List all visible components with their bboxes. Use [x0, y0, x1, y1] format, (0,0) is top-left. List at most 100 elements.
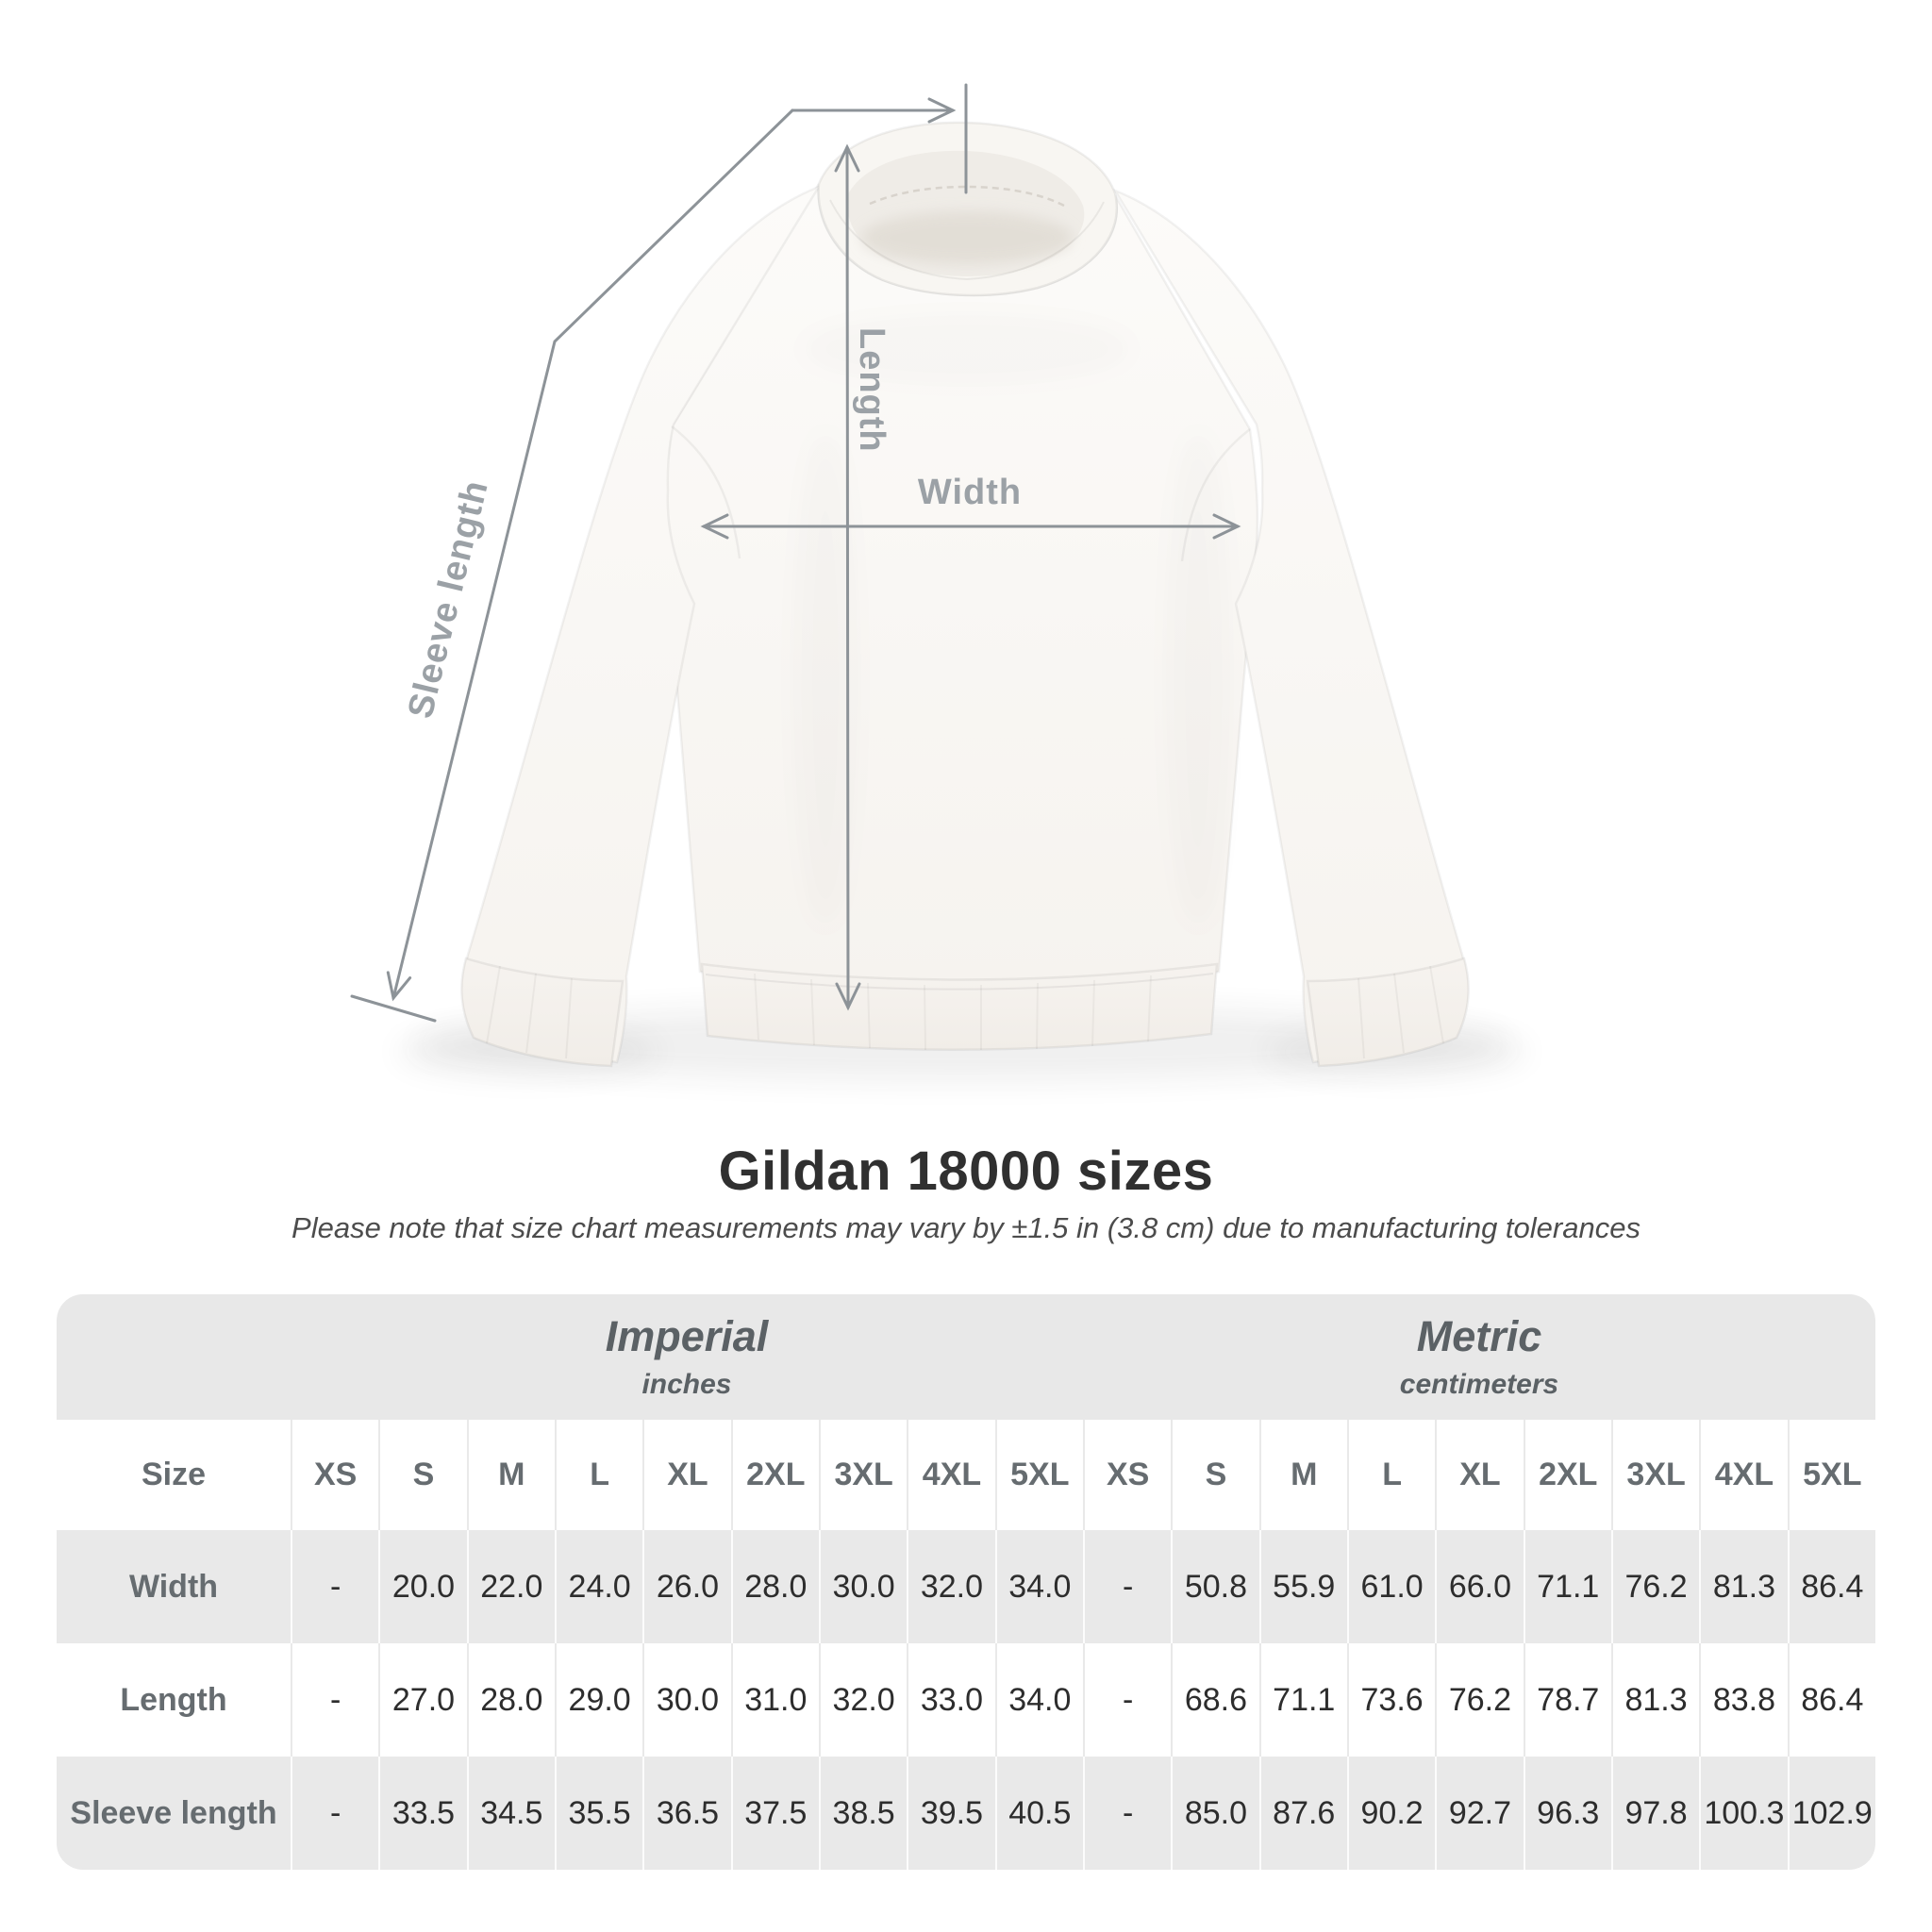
- cell-sleeve-length-imperial-xs: -: [291, 1757, 379, 1870]
- col-header-imperial-m: M: [466, 1420, 555, 1530]
- cell-width-metric-2xl: 71.1: [1523, 1530, 1611, 1643]
- cell-sleeve-length-metric-3xl: 97.8: [1610, 1757, 1700, 1870]
- cell-sleeve-length-imperial-xl: 36.5: [642, 1757, 731, 1870]
- cuffs: [460, 957, 1470, 1068]
- col-header-imperial-s: S: [378, 1420, 467, 1530]
- cell-width-metric-m: 55.9: [1258, 1530, 1347, 1643]
- cell-width-imperial-xl: 26.0: [642, 1530, 731, 1643]
- unit-band-row: Imperial inches Metric centimeters: [57, 1294, 1875, 1420]
- cell-sleeve-length-metric-4xl: 100.3: [1699, 1757, 1788, 1870]
- col-header-metric-xl: XL: [1435, 1420, 1524, 1530]
- cell-width-metric-3xl: 76.2: [1610, 1530, 1700, 1643]
- col-header-metric-5xl: 5XL: [1787, 1420, 1875, 1530]
- left-cuff: [460, 957, 625, 1068]
- cell-width-imperial-l: 24.0: [554, 1530, 643, 1643]
- imperial-band: Imperial inches: [291, 1294, 1083, 1420]
- cell-length-imperial-m: 28.0: [466, 1643, 555, 1757]
- col-header-imperial-5xl: 5XL: [994, 1420, 1083, 1530]
- length-dim-line: [834, 143, 861, 1011]
- cell-length-metric-4xl: 83.8: [1699, 1643, 1788, 1757]
- cell-length-imperial-l: 29.0: [554, 1643, 643, 1757]
- collar: [817, 121, 1118, 297]
- row-label-width: Width: [57, 1530, 291, 1643]
- col-header-metric-s: S: [1171, 1420, 1259, 1530]
- col-header-metric-xs: XS: [1082, 1420, 1172, 1530]
- cell-width-metric-5xl: 86.4: [1787, 1530, 1875, 1643]
- right-cuff: [1306, 957, 1470, 1068]
- cell-sleeve-length-imperial-l: 35.5: [554, 1757, 643, 1870]
- cell-width-metric-l: 61.0: [1346, 1530, 1436, 1643]
- right-sleeve: [1112, 188, 1469, 1064]
- cell-sleeve-length-imperial-2xl: 37.5: [730, 1757, 819, 1870]
- cell-length-imperial-s: 27.0: [378, 1643, 467, 1757]
- metric-band: Metric centimeters: [1082, 1294, 1875, 1420]
- size-table-body: Width -20.0 22.0 24.0 26.0 28.0 30.0 32.0 34.0-5…: [57, 1530, 1875, 1870]
- cell-sleeve-length-metric-xl: 92.7: [1435, 1757, 1524, 1870]
- cell-width-metric-xs: -: [1082, 1530, 1172, 1643]
- imperial-band-title: Imperial: [605, 1311, 769, 1360]
- cell-sleeve-length-metric-m: 87.6: [1258, 1757, 1347, 1870]
- cell-width-imperial-s: 20.0: [378, 1530, 467, 1643]
- tolerance-note: Please note that size chart measurements…: [291, 1211, 1641, 1244]
- col-header-imperial-4xl: 4XL: [907, 1420, 995, 1530]
- cell-length-metric-2xl: 78.7: [1523, 1643, 1611, 1757]
- cell-sleeve-length-metric-l: 90.2: [1346, 1757, 1436, 1870]
- row-label-length: Length: [57, 1643, 291, 1757]
- waistband: [700, 962, 1219, 1051]
- width-dim-label: Width: [918, 473, 1022, 512]
- dimension-lines: [350, 83, 1241, 1023]
- page-title: Gildan 18000 sizes: [718, 1141, 1214, 1202]
- cell-sleeve-length-metric-5xl: 102.9: [1787, 1757, 1875, 1870]
- cell-length-imperial-2xl: 31.0: [730, 1643, 819, 1757]
- cell-width-imperial-m: 22.0: [466, 1530, 555, 1643]
- cell-sleeve-length-metric-xs: -: [1082, 1757, 1172, 1870]
- size-header-row: Size XS S M L XL 2XL 3XL 4XL 5XL XS S M L XL 2XL 3XL 4XL…: [57, 1420, 1875, 1530]
- cell-length-metric-xs: -: [1082, 1643, 1172, 1757]
- imperial-band-unit: inches: [641, 1368, 732, 1400]
- col-header-metric-m: M: [1258, 1420, 1347, 1530]
- cell-length-metric-xl: 76.2: [1435, 1643, 1524, 1757]
- row-sleeve-length: Sleeve length -33.5 34.5 35.5 36.5 37.5 38.5 39…: [57, 1757, 1875, 1870]
- cell-length-imperial-4xl: 33.0: [907, 1643, 995, 1757]
- sleeve-dim-label: Sleeve length: [401, 476, 496, 723]
- cell-length-imperial-xl: 30.0: [642, 1643, 731, 1757]
- col-header-imperial-l: L: [554, 1420, 643, 1530]
- sweatshirt-diagram: Width Length Sleeve length: [350, 83, 1528, 1081]
- cell-length-metric-3xl: 81.3: [1610, 1643, 1700, 1757]
- col-header-metric-2xl: 2XL: [1523, 1420, 1611, 1530]
- cell-length-imperial-xs: -: [291, 1643, 379, 1757]
- length-dim-label: Length: [852, 327, 891, 453]
- cell-sleeve-length-imperial-4xl: 39.5: [907, 1757, 995, 1870]
- size-header-cell: Size: [57, 1420, 291, 1530]
- cell-width-imperial-3xl: 30.0: [818, 1530, 908, 1643]
- col-header-metric-3xl: 3XL: [1610, 1420, 1700, 1530]
- size-table: Imperial inches Metric centimeters Size …: [57, 1294, 1875, 1870]
- cell-length-metric-5xl: 86.4: [1787, 1643, 1875, 1757]
- row-length: Length -27.0 28.0 29.0 30.0 31.0 32.0 33.0 34.0-…: [57, 1643, 1875, 1757]
- cell-width-imperial-xs: -: [291, 1530, 379, 1643]
- cell-width-metric-xl: 66.0: [1435, 1530, 1524, 1643]
- cell-length-metric-s: 68.6: [1171, 1643, 1259, 1757]
- cell-width-metric-s: 50.8: [1171, 1530, 1259, 1643]
- left-sleeve: [461, 184, 823, 1064]
- cell-sleeve-length-imperial-3xl: 38.5: [818, 1757, 908, 1870]
- cell-sleeve-length-imperial-s: 33.5: [378, 1757, 467, 1870]
- row-label-sleeve-length: Sleeve length: [57, 1757, 291, 1870]
- metric-band-unit: centimeters: [1399, 1368, 1559, 1400]
- cell-width-imperial-2xl: 28.0: [730, 1530, 819, 1643]
- col-header-imperial-3xl: 3XL: [818, 1420, 908, 1530]
- metric-band-title: Metric: [1416, 1311, 1542, 1360]
- sleeve-dim-diagonal: [386, 108, 794, 1002]
- cell-width-imperial-4xl: 32.0: [907, 1530, 995, 1643]
- cuff-tick: [350, 994, 437, 1023]
- cell-sleeve-length-metric-s: 85.0: [1171, 1757, 1259, 1870]
- cell-width-metric-4xl: 81.3: [1699, 1530, 1788, 1643]
- band-spacer: [57, 1294, 291, 1420]
- cell-length-imperial-3xl: 32.0: [818, 1643, 908, 1757]
- col-header-metric-4xl: 4XL: [1699, 1420, 1788, 1530]
- col-header-imperial-xs: XS: [291, 1420, 379, 1530]
- cell-sleeve-length-imperial-5xl: 40.5: [994, 1757, 1083, 1870]
- cell-width-imperial-5xl: 34.0: [994, 1530, 1083, 1643]
- cell-sleeve-length-imperial-m: 34.5: [466, 1757, 555, 1870]
